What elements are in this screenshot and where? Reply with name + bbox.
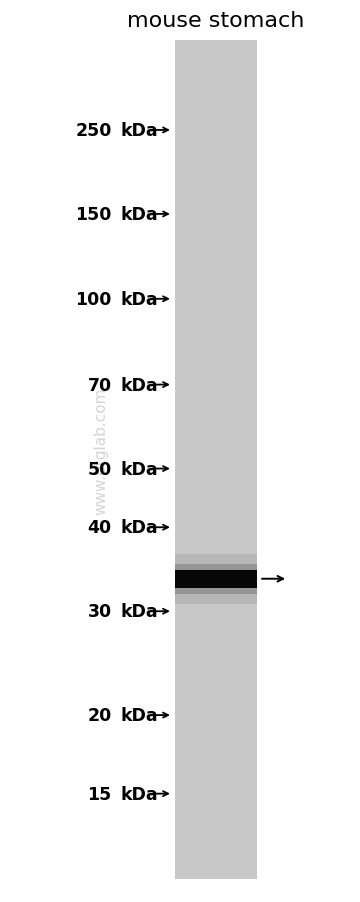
Text: kDa: kDa (121, 206, 158, 224)
Text: 250: 250 (75, 122, 112, 140)
Text: www.ptglab.com: www.ptglab.com (93, 387, 108, 515)
Text: kDa: kDa (121, 460, 158, 478)
Text: 15: 15 (87, 785, 112, 803)
Text: 70: 70 (87, 376, 112, 394)
Text: kDa: kDa (121, 376, 158, 394)
Text: 40: 40 (87, 519, 112, 537)
Text: 50: 50 (87, 460, 112, 478)
Text: kDa: kDa (121, 706, 158, 724)
Bar (175, 570, 257, 588)
Text: kDa: kDa (121, 122, 158, 140)
Text: 100: 100 (75, 290, 112, 308)
Bar (175, 41, 257, 879)
Text: 150: 150 (75, 206, 112, 224)
Text: kDa: kDa (121, 519, 158, 537)
Bar (175, 554, 257, 604)
Text: 20: 20 (87, 706, 112, 724)
Text: kDa: kDa (121, 290, 158, 308)
Text: kDa: kDa (121, 603, 158, 621)
Text: mouse stomach: mouse stomach (127, 11, 305, 31)
Bar (175, 565, 257, 594)
Text: 30: 30 (87, 603, 112, 621)
Text: kDa: kDa (121, 785, 158, 803)
